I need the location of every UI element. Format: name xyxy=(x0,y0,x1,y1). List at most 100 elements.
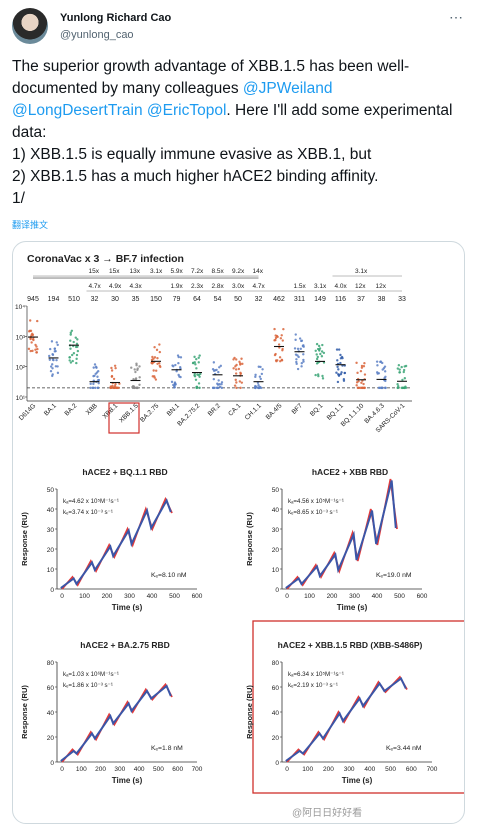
mention-link[interactable]: @EricTopol xyxy=(146,102,227,119)
titer-point xyxy=(92,374,95,378)
spr-y-tick: 40 xyxy=(47,710,55,717)
titer-point xyxy=(95,366,98,369)
spr-kd-label: kₑ=2.19 x 10⁻³ s⁻¹ xyxy=(288,682,338,689)
spr-response-curve xyxy=(60,684,172,762)
spr-response-curve xyxy=(60,498,172,589)
variant-label: BQ.1.1.10 xyxy=(340,402,366,428)
titer-point xyxy=(110,369,114,372)
titer-point xyxy=(198,375,201,378)
titer-point xyxy=(401,378,404,382)
titer-point xyxy=(72,340,75,344)
fold-change-label: 1.9x xyxy=(171,283,184,290)
titer-point xyxy=(318,348,321,351)
fold-change-label: 7.2x xyxy=(191,268,204,275)
titer-label: 33 xyxy=(398,296,406,303)
titer-point xyxy=(220,383,223,386)
avatar[interactable] xyxy=(12,8,48,44)
titer-point xyxy=(29,329,33,333)
spr-y-tick: 40 xyxy=(47,507,55,514)
titer-point xyxy=(138,365,141,368)
titer-point xyxy=(93,363,97,366)
titer-point xyxy=(54,365,58,368)
spr-panel-title: hACE2 + XBB.1.5 RBD (XBB-S486P) xyxy=(278,640,423,650)
fold-change-label: 3.0x xyxy=(232,283,245,290)
spr-y-tick: 20 xyxy=(272,547,280,554)
titer-point xyxy=(153,375,156,378)
tweet-text: The superior growth advantage of XBB.1.5… xyxy=(12,56,472,210)
spr-y-tick: 0 xyxy=(275,587,279,594)
translate-tweet-link[interactable]: 翻译推文 xyxy=(12,220,49,230)
titer-point xyxy=(197,356,200,359)
spr-y-tick: 20 xyxy=(272,735,280,742)
titer-point xyxy=(193,355,196,359)
titer-point xyxy=(359,369,363,373)
titer-point xyxy=(118,382,121,385)
titer-point xyxy=(240,381,244,384)
titer-label: 945 xyxy=(27,296,39,303)
titer-point xyxy=(314,349,317,352)
titer-point xyxy=(257,365,260,368)
titer-point xyxy=(281,339,284,342)
titer-point xyxy=(403,377,407,380)
titer-point xyxy=(114,366,117,370)
titer-point xyxy=(294,338,297,342)
titer-point xyxy=(278,356,282,359)
titer-point xyxy=(113,364,117,368)
titer-point xyxy=(360,364,364,368)
titer-point xyxy=(383,376,386,380)
titer-point xyxy=(212,377,216,381)
mention-link[interactable]: @JPWeiland xyxy=(242,80,333,97)
titer-point xyxy=(151,355,154,359)
titer-point xyxy=(193,375,197,378)
mention-link[interactable]: @LongDesertTrain xyxy=(12,102,143,119)
titer-point xyxy=(234,378,237,382)
spr-panel-title: hACE2 + XBB RBD xyxy=(312,467,388,477)
user-handle[interactable]: @yunlong_cao xyxy=(60,29,134,41)
spr-x-tick: 500 xyxy=(394,593,405,600)
titer-label: 32 xyxy=(255,296,263,303)
titer-point xyxy=(337,374,341,377)
spr-x-tick: 200 xyxy=(327,593,338,600)
titer-point xyxy=(158,343,161,346)
titer-point xyxy=(135,362,138,365)
titer-point xyxy=(197,382,201,385)
variant-label: BA.4/5 xyxy=(265,402,284,421)
titer-point xyxy=(175,370,178,373)
spr-ka-label: kₐ=4.56 x 10⁵M⁻¹s⁻¹ xyxy=(288,498,344,505)
titer-point xyxy=(273,327,276,331)
titer-point xyxy=(258,375,262,378)
spr-x-tick: 0 xyxy=(285,766,289,773)
titer-point xyxy=(158,350,162,354)
titer-point xyxy=(220,381,224,384)
titer-point xyxy=(216,386,220,390)
spr-y-tick: 0 xyxy=(275,760,279,767)
titer-point xyxy=(398,368,401,371)
titer-point xyxy=(355,384,358,387)
titer-point xyxy=(27,347,31,351)
fold-change-label: 8.5x xyxy=(212,268,225,275)
tweet-media-image[interactable]: CoronaVac x 3 → BF.7 infection 15x 15x 13x 3… xyxy=(12,241,465,824)
titer-point xyxy=(138,376,141,379)
titer-point xyxy=(260,372,264,376)
titer-point xyxy=(396,386,400,390)
titer-point xyxy=(74,336,77,339)
titer-point xyxy=(400,365,403,369)
more-options-icon[interactable]: ⋯ xyxy=(449,9,463,25)
titer-point xyxy=(322,351,326,355)
titer-point xyxy=(212,386,215,390)
titer-point xyxy=(114,382,117,386)
spr-y-label: Response (RU) xyxy=(245,512,254,566)
titer-point xyxy=(49,365,53,368)
titer-point xyxy=(274,352,277,356)
titer-point xyxy=(115,386,119,390)
user-name[interactable]: Yunlong Richard Cao xyxy=(60,12,172,24)
titer-point xyxy=(154,378,158,381)
titer-point xyxy=(179,356,183,359)
figure-title: CoronaVac x 3 → BF.7 infection xyxy=(27,253,184,265)
variant-label: BQ.1.1 xyxy=(326,402,346,422)
titer-point xyxy=(212,361,216,364)
titer-point xyxy=(51,363,54,366)
titer-point xyxy=(220,386,224,390)
titer-point xyxy=(34,348,37,351)
titer-point xyxy=(36,319,39,323)
